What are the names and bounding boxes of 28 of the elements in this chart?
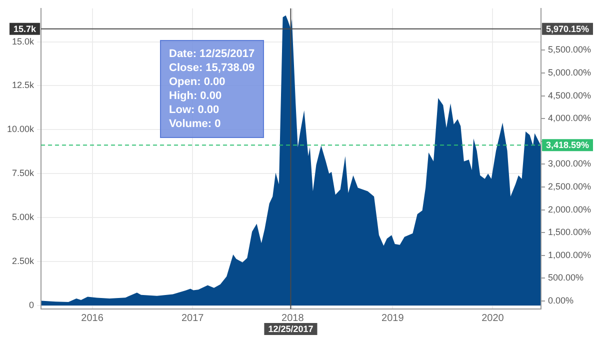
x-tick-label: 2018 [282,312,304,324]
y2-tick-label: 500.00% [548,272,584,283]
x-tick-label: 2016 [81,312,104,324]
y-tick-label: 2.50k [12,256,35,266]
y-tick-label: 7.50k [12,168,35,178]
y-tick-label: 10.00k [6,124,35,134]
y2-tick-label: 4,500.00% [548,90,592,100]
ref-line-label: 12/25/2017 [268,324,314,334]
y2-tick-label: 5,500.00% [548,44,592,55]
x-tick-label: 2017 [181,312,204,324]
y2-tick-label: 1,500.00% [548,227,592,238]
y-tick-label: 12.5k [12,80,35,90]
y2-tick-label: 2,500.00% [548,181,592,192]
y-tick-label: 0 [29,300,34,310]
y-tick-label: 5.00k [12,212,35,222]
y2-tick-label: 5,000.00% [548,68,592,78]
x-tick-label: 2020 [482,312,504,324]
y2-tick-label: 3,000.00% [548,158,592,169]
y2-tick-label: 1,000.00% [548,250,592,260]
ref-line-label: 5,970.15% [546,24,590,34]
annotation: Date: 12/25/2017 Close: 15,738.09 Open: 0.00 High: 0.00 Low: 0.00 Volume: 0 [169,47,255,131]
y2-tick-label: 0.00% [548,295,574,306]
y-tick-label: 15.0k [12,36,35,46]
y2-tick-label: 4,000.00% [548,113,592,124]
x-tick-label: 2019 [382,312,404,324]
y2-tick-label: 2,000.00% [548,204,592,214]
annotation: 15.7k [13,24,38,34]
ref-line-label: 3,418.59% [546,140,590,150]
